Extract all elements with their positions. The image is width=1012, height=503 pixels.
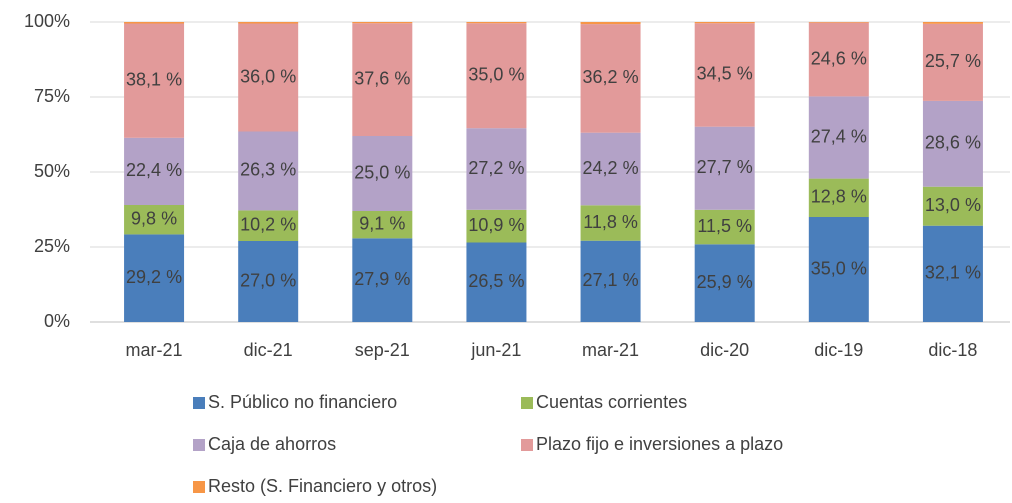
data-label: 9,8 %: [131, 208, 177, 228]
y-tick-label: 75%: [34, 86, 70, 106]
data-label: 35,0 %: [811, 258, 867, 278]
bar-segment: [580, 24, 641, 133]
bar-segment: [124, 234, 185, 322]
data-label: 10,2 %: [240, 214, 296, 234]
y-tick-label: 100%: [24, 11, 70, 31]
legend-label: S. Público no financiero: [208, 392, 397, 412]
x-tick-label: mar-21: [126, 340, 183, 360]
bar-segment: [808, 22, 869, 23]
data-label: 26,5 %: [468, 271, 524, 291]
data-label: 27,0 %: [240, 270, 296, 290]
legend-label: Caja de ahorros: [208, 434, 336, 454]
data-label: 11,8 %: [583, 212, 638, 232]
data-label: 9,1 %: [359, 213, 405, 233]
bar-segment: [466, 128, 527, 210]
bar-segment: [466, 242, 527, 322]
bar-segment: [808, 96, 869, 179]
bar-segment: [922, 100, 983, 187]
data-label: 10,9 %: [468, 215, 524, 235]
data-label: 36,2 %: [583, 67, 639, 87]
legend-swatch: [193, 439, 205, 451]
data-label: 29,2 %: [126, 267, 182, 287]
data-label: 24,2 %: [583, 158, 639, 178]
x-tick-label: dic-20: [700, 340, 749, 360]
bar-segment: [352, 211, 413, 239]
bar-segment: [694, 22, 755, 24]
bar-segment: [580, 132, 641, 206]
bar-segment: [124, 22, 185, 24]
bar-segment: [238, 131, 299, 211]
data-label: 28,6 %: [925, 133, 981, 153]
bar-segment: [922, 23, 983, 101]
bar-segment: [466, 23, 527, 129]
data-label: 27,2 %: [468, 158, 524, 178]
data-label: 11,5 %: [697, 216, 752, 236]
bar-segment: [580, 22, 641, 25]
data-label: 27,4 %: [811, 126, 867, 146]
bar-segment: [124, 205, 185, 235]
data-label: 27,9 %: [354, 269, 410, 289]
bar-segment: [694, 244, 755, 322]
bar-segment: [124, 137, 185, 205]
data-label: 27,1 %: [583, 270, 639, 290]
data-label: 26,3 %: [240, 160, 296, 180]
data-label: 25,7 %: [925, 51, 981, 71]
data-label: 12,8 %: [811, 187, 867, 207]
bar-segment: [580, 240, 641, 322]
data-label: 24,6 %: [811, 48, 867, 68]
legend-label: Cuentas corrientes: [536, 392, 687, 412]
x-tick-label: jun-21: [470, 340, 521, 360]
x-tick-label: sep-21: [355, 340, 410, 360]
x-tick-label: mar-21: [582, 340, 639, 360]
x-tick-label: dic-21: [244, 340, 293, 360]
data-label: 37,6 %: [354, 68, 410, 88]
x-tick-label: dic-19: [814, 340, 863, 360]
legend-swatch: [521, 397, 533, 409]
data-label: 25,0 %: [354, 162, 410, 182]
bar-segment: [238, 22, 299, 24]
bar-segment: [352, 23, 413, 137]
data-label: 25,9 %: [697, 272, 753, 292]
y-tick-label: 0%: [44, 311, 70, 331]
bar-segment: [238, 241, 299, 322]
data-label: 22,4 %: [126, 160, 182, 180]
legend-swatch: [521, 439, 533, 451]
bar-segment: [922, 186, 983, 226]
bar-segment: [922, 225, 983, 322]
bar-segment: [694, 23, 755, 127]
bar-segment: [352, 22, 413, 24]
data-label: 27,7 %: [697, 157, 753, 177]
bar-segment: [580, 205, 641, 241]
bar-segment: [238, 23, 299, 132]
data-label: 38,1 %: [126, 69, 182, 89]
x-tick-label: dic-18: [928, 340, 977, 360]
bar-segment: [124, 23, 185, 138]
bar-segment: [808, 217, 869, 322]
bar-segment: [466, 209, 527, 243]
data-label: 32,1 %: [925, 263, 981, 283]
bar-segment: [352, 136, 413, 211]
y-tick-label: 25%: [34, 236, 70, 256]
legend-swatch: [193, 481, 205, 493]
data-label: 13,0 %: [925, 195, 981, 215]
bar-segment: [808, 22, 869, 97]
legend-swatch: [193, 397, 205, 409]
bar-segment: [694, 126, 755, 210]
legend-label: Plazo fijo e inversiones a plazo: [536, 434, 783, 454]
data-label: 34,5 %: [697, 64, 753, 84]
data-label: 35,0 %: [468, 64, 524, 84]
bar-segment: [694, 209, 755, 245]
y-tick-label: 50%: [34, 161, 70, 181]
bar-segment: [352, 238, 413, 322]
legend-label: Resto (S. Financiero y otros): [208, 476, 437, 496]
bar-segment: [238, 210, 299, 241]
bar-segment: [466, 22, 527, 24]
bar-segment: [922, 22, 983, 24]
bar-segment: [808, 178, 869, 217]
data-label: 36,0 %: [240, 66, 296, 86]
